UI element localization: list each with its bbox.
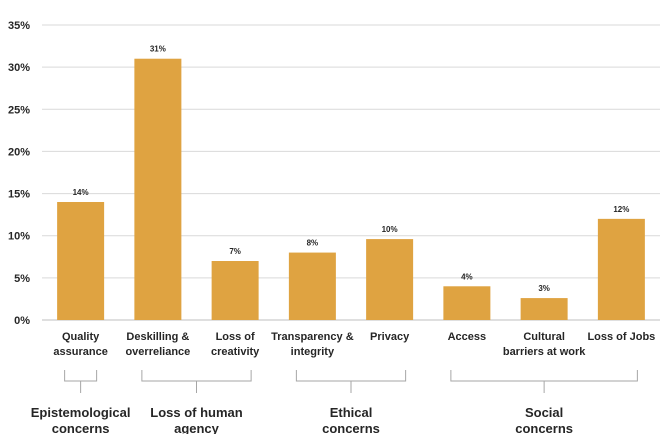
group-label: concerns: [322, 421, 380, 434]
group-label: concerns: [52, 421, 110, 434]
data-label: 31%: [150, 45, 166, 54]
bars: [57, 58, 645, 320]
data-label: 12%: [613, 205, 629, 214]
bracket-line: [141, 370, 252, 382]
bracket-line: [295, 370, 407, 382]
category-label: assurance: [53, 346, 107, 358]
data-label: 14%: [73, 188, 89, 197]
category-label: Quality: [62, 331, 100, 343]
y-tick-label: 0%: [14, 315, 30, 327]
y-tick-label: 5%: [14, 273, 30, 285]
data-label: 4%: [461, 272, 473, 281]
category-label: barriers at work: [503, 346, 586, 358]
y-tick-label: 35%: [8, 20, 30, 32]
data-label: 10%: [382, 225, 398, 234]
y-tick-label: 20%: [8, 146, 30, 158]
data-label: 3%: [538, 284, 550, 293]
data-labels: 14% 31% 7% 8% 10% 4% 3% 12%: [73, 45, 630, 293]
category-label: Loss of Jobs: [587, 331, 655, 343]
y-tick-label: 15%: [8, 189, 30, 201]
y-tick-label: 25%: [8, 104, 30, 116]
y-tick-label: 10%: [8, 231, 30, 243]
bar: [443, 286, 491, 320]
category-label: overreliance: [125, 346, 190, 358]
group-label: Ethical: [330, 405, 373, 420]
category-label: creativity: [211, 346, 260, 358]
category-labels: Quality assurance Deskilling & overreliance…: [53, 331, 655, 358]
bar: [211, 261, 259, 320]
group-label: Social: [525, 405, 563, 420]
category-label: Cultural: [523, 331, 565, 343]
bar: [57, 202, 105, 320]
group-label: concerns: [515, 421, 573, 434]
group-label: Epistemological: [31, 405, 131, 420]
group-label: agency: [174, 421, 220, 434]
group-label: Loss of human: [150, 405, 243, 420]
bar: [134, 58, 182, 320]
bar: [597, 218, 645, 320]
data-label: 7%: [229, 247, 241, 256]
y-tick-label: 30%: [8, 62, 30, 74]
bracket-line: [64, 370, 98, 382]
y-axis-tick-labels: 0% 5% 10% 15% 20% 25% 30% 35%: [8, 20, 30, 327]
category-label: Loss of: [216, 331, 255, 343]
bracket-line: [450, 370, 638, 382]
bar: [366, 239, 414, 320]
category-label: Access: [448, 331, 487, 343]
bar: [520, 298, 568, 320]
category-label: integrity: [291, 346, 335, 358]
category-label: Deskilling &: [126, 331, 189, 343]
bar: [288, 252, 336, 320]
category-label: Privacy: [370, 331, 410, 343]
category-label: Transparency &: [271, 331, 354, 343]
data-label: 8%: [307, 239, 319, 248]
